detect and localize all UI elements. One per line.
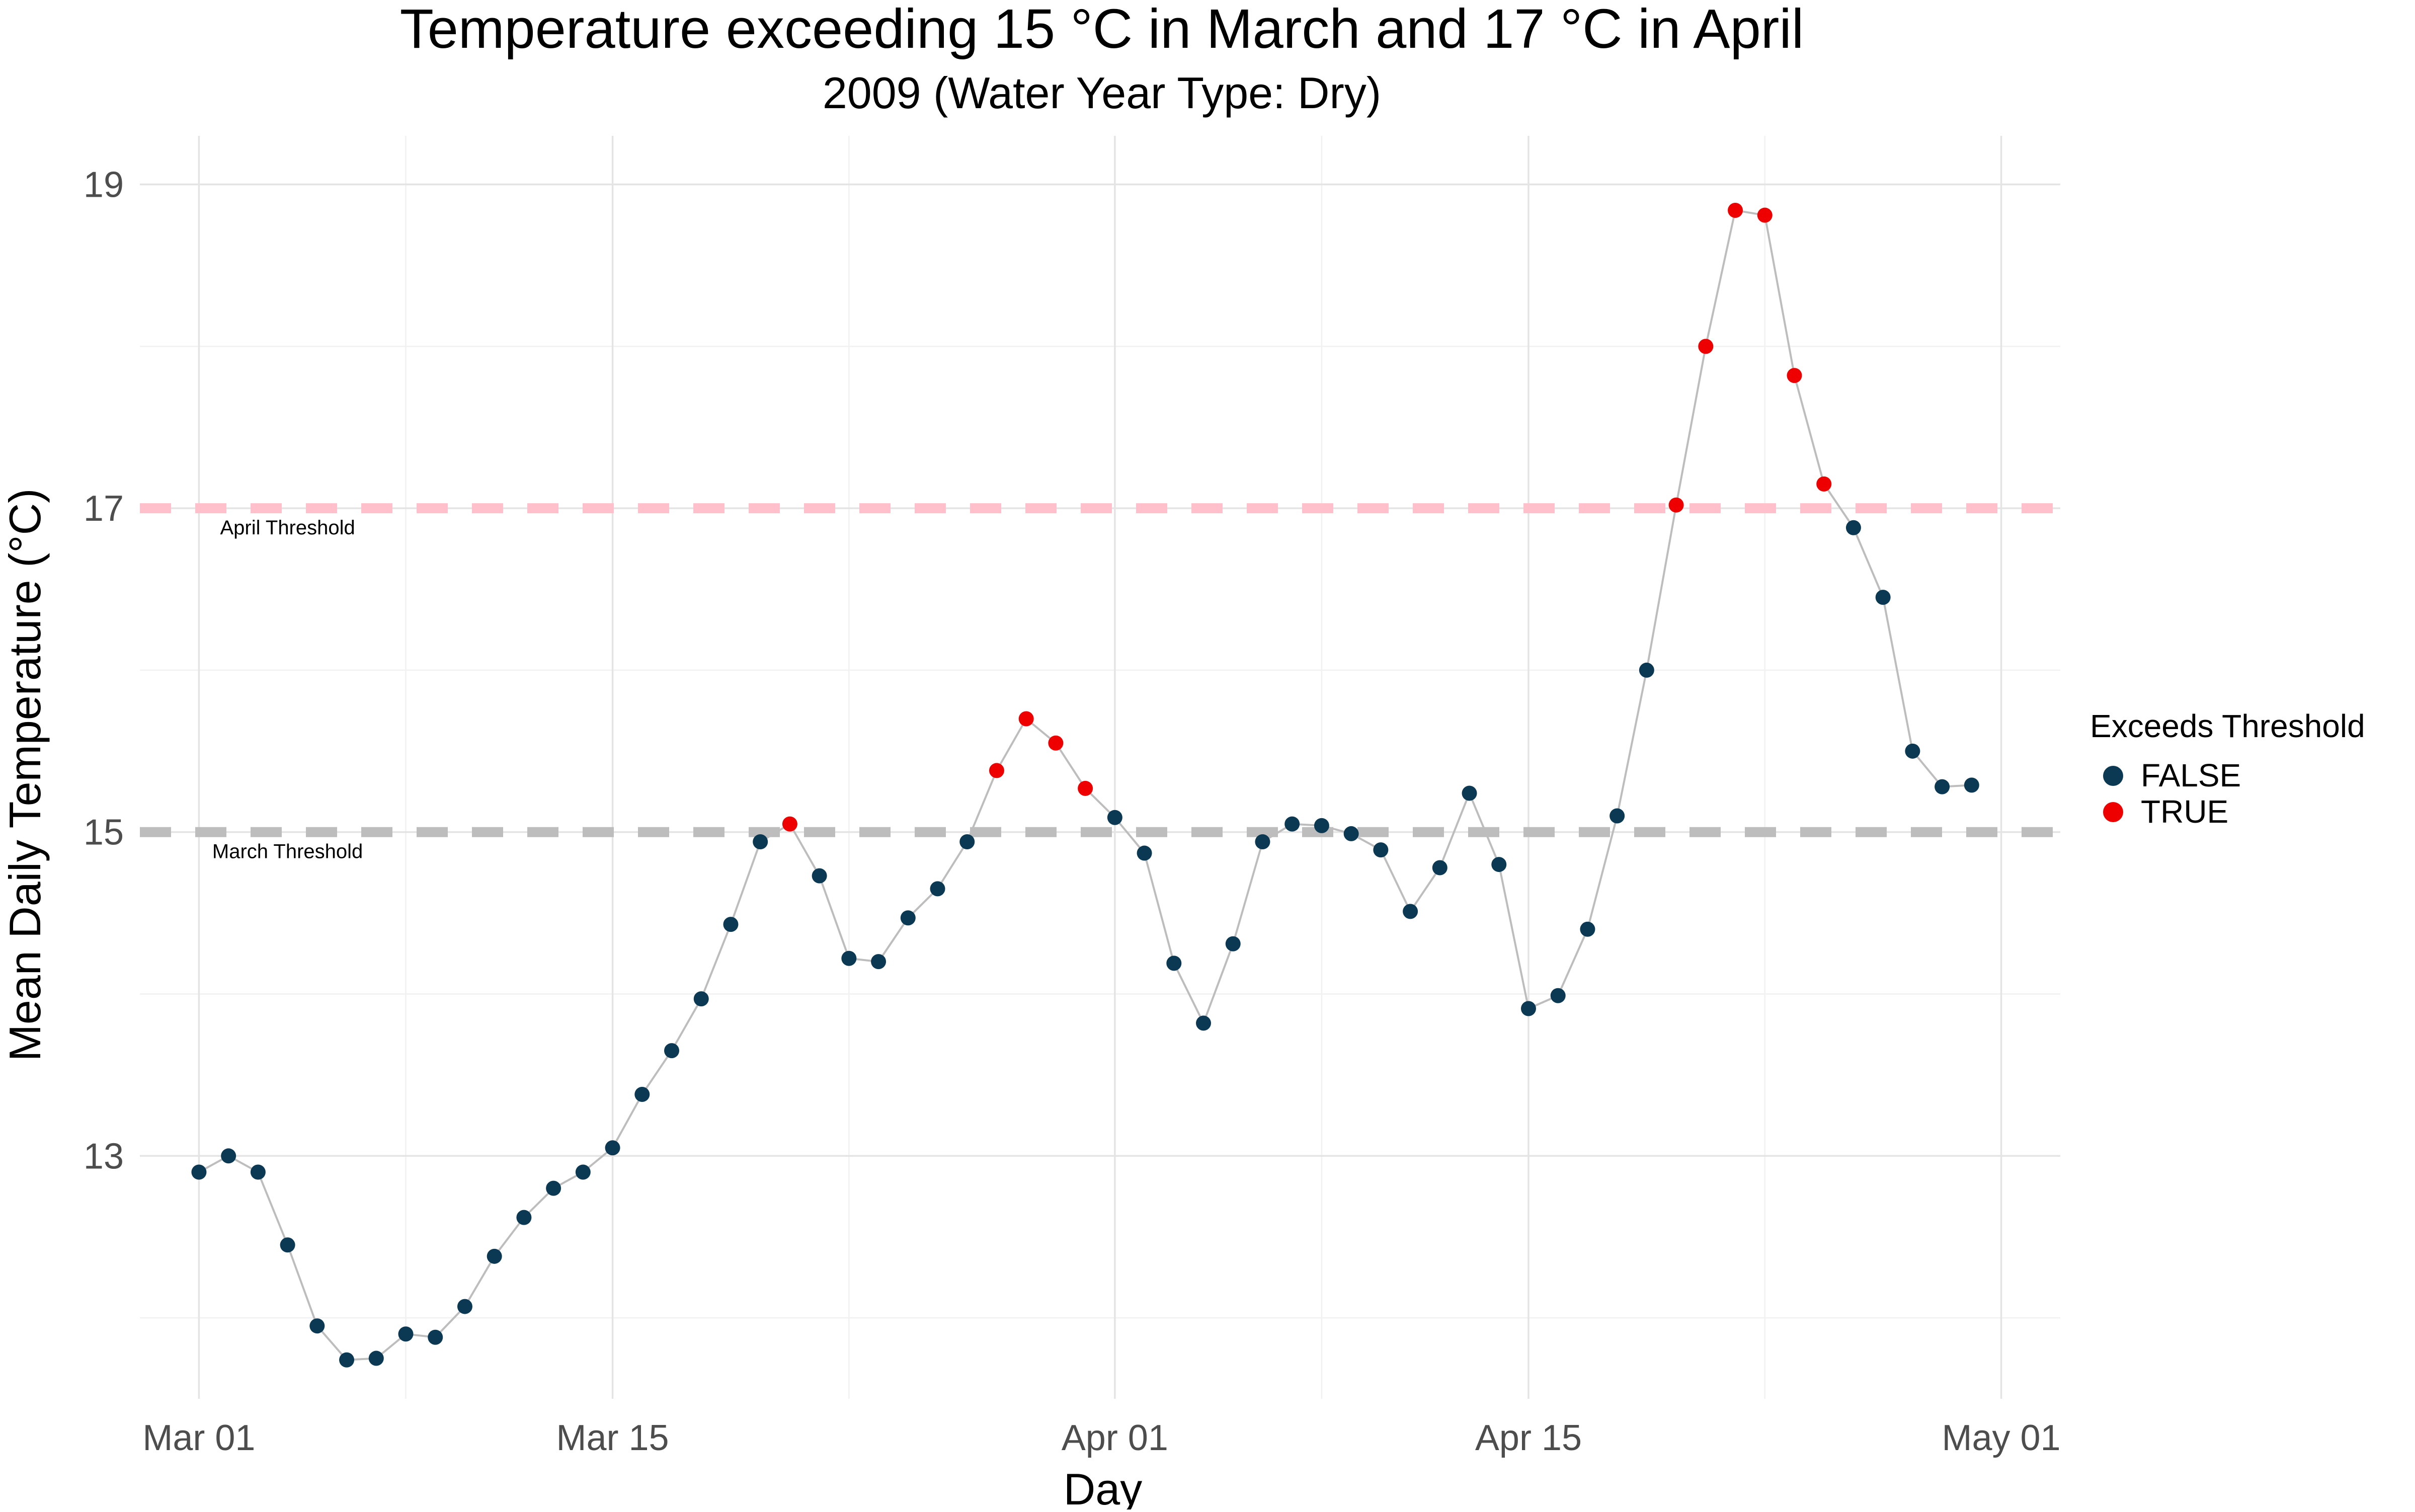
- data-point: [1196, 1015, 1212, 1031]
- y-axis-label: Mean Daily Temperature (°C): [0, 489, 50, 1062]
- legend-label-false: FALSE: [2141, 757, 2241, 793]
- data-point: [1491, 857, 1507, 872]
- data-point: [250, 1164, 266, 1180]
- data-point: [1462, 785, 1477, 801]
- data-point: [1964, 777, 1979, 793]
- threshold-lines: April Threshold March Threshold: [140, 503, 2060, 863]
- data-point: [664, 1043, 680, 1059]
- data-point: [1698, 339, 1714, 354]
- data-point: [693, 991, 709, 1007]
- data-point: [368, 1350, 384, 1366]
- data-point: [191, 1164, 207, 1180]
- data-point: [1580, 921, 1595, 937]
- legend-title: Exceeds Threshold: [2090, 708, 2365, 744]
- x-tick-label: Apr 15: [1475, 1418, 1582, 1458]
- data-point: [1137, 845, 1152, 861]
- legend-key-true: [2103, 802, 2123, 822]
- x-tick-label: Mar 15: [556, 1418, 669, 1458]
- data-point: [546, 1180, 561, 1196]
- threshold-label: April Threshold: [220, 517, 355, 539]
- data-point: [871, 954, 887, 970]
- data-point: [723, 917, 739, 932]
- data-point: [1343, 826, 1359, 841]
- data-point: [280, 1237, 295, 1253]
- data-point: [1284, 816, 1300, 832]
- data-point: [782, 816, 797, 832]
- data-point: [575, 1164, 591, 1180]
- data-point: [1078, 780, 1093, 796]
- data-point: [1314, 818, 1329, 833]
- x-tick-label: Mar 01: [142, 1418, 255, 1458]
- data-point: [1609, 808, 1625, 824]
- data-point: [1668, 497, 1684, 513]
- data-point: [1432, 860, 1447, 876]
- legend-label-true: TRUE: [2141, 793, 2228, 830]
- data-point: [1935, 779, 1950, 794]
- data-point: [516, 1210, 532, 1225]
- data-point: [1787, 368, 1802, 383]
- data-point: [1520, 1001, 1536, 1016]
- chart-subtitle: 2009 (Water Year Type: Dry): [823, 68, 1381, 118]
- data-point: [1875, 590, 1891, 605]
- data-point: [989, 763, 1004, 778]
- data-point: [841, 950, 857, 966]
- data-point: [1373, 842, 1389, 858]
- data-point: [634, 1087, 650, 1102]
- data-point: [487, 1248, 502, 1264]
- chart-title: Temperature exceeding 15 °C in March and…: [400, 0, 1804, 60]
- data-point: [1639, 662, 1654, 678]
- data-point: [1048, 735, 1064, 751]
- data-point: [398, 1326, 414, 1342]
- data-point: [1403, 904, 1418, 919]
- y-tick-label: 17: [84, 489, 124, 529]
- data-points: [191, 203, 1979, 1368]
- legend: Exceeds Threshold FALSE TRUE: [2090, 708, 2365, 830]
- data-point: [812, 868, 827, 884]
- data-point: [1018, 711, 1034, 727]
- data-point: [428, 1329, 443, 1345]
- data-point: [309, 1318, 325, 1334]
- data-point: [1816, 476, 1832, 492]
- data-point: [1225, 936, 1241, 951]
- y-tick-label: 19: [84, 165, 124, 205]
- threshold-label: March Threshold: [212, 841, 363, 863]
- x-tick-label: Apr 01: [1062, 1418, 1168, 1458]
- data-point: [753, 834, 768, 850]
- x-axis-label: Day: [1064, 1464, 1143, 1509]
- x-axis-tick-labels: Mar 01 Mar 15 Apr 01 Apr 15 May 01: [142, 1418, 2060, 1458]
- data-point: [457, 1299, 472, 1314]
- data-point: [1166, 956, 1182, 971]
- data-point: [1757, 207, 1773, 223]
- x-tick-label: May 01: [1942, 1418, 2060, 1458]
- data-point: [605, 1140, 620, 1156]
- data-point: [930, 881, 945, 897]
- y-axis-tick-labels: 13 15 17 19: [84, 165, 124, 1177]
- data-point: [1728, 203, 1743, 218]
- legend-key-false: [2103, 766, 2123, 786]
- gridlines: [140, 136, 2060, 1399]
- data-point: [221, 1148, 236, 1164]
- y-tick-label: 13: [84, 1136, 124, 1176]
- data-point: [1845, 520, 1861, 535]
- data-point: [1905, 743, 1920, 759]
- data-point: [1550, 988, 1566, 1003]
- y-tick-label: 15: [84, 813, 124, 853]
- data-point: [900, 910, 916, 926]
- data-point: [959, 834, 975, 850]
- data-point: [1255, 834, 1270, 850]
- data-point: [339, 1352, 355, 1368]
- data-point: [1107, 810, 1122, 825]
